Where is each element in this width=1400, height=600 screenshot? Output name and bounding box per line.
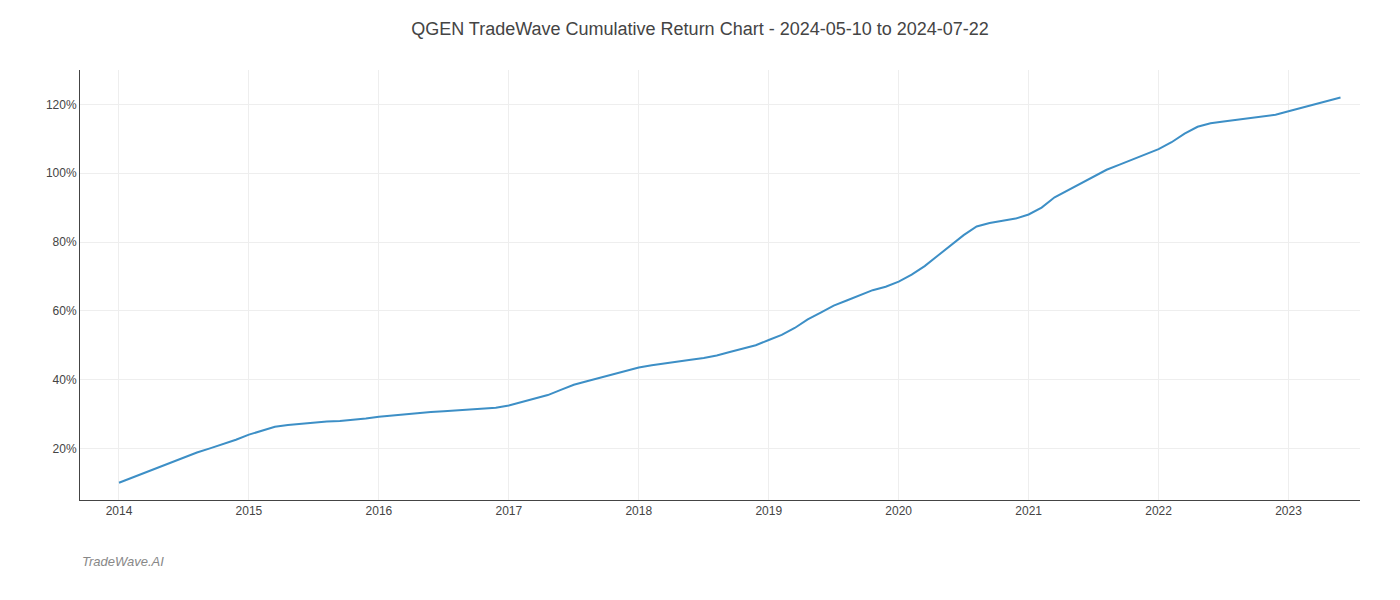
svg-text:100%: 100% [46, 166, 77, 180]
svg-text:20%: 20% [53, 442, 77, 456]
svg-text:40%: 40% [53, 373, 77, 387]
svg-text:2020: 2020 [885, 504, 912, 518]
svg-text:2017: 2017 [495, 504, 522, 518]
svg-text:2016: 2016 [366, 504, 393, 518]
svg-text:60%: 60% [53, 304, 77, 318]
svg-text:2015: 2015 [236, 504, 263, 518]
svg-text:2021: 2021 [1015, 504, 1042, 518]
svg-text:2023: 2023 [1275, 504, 1302, 518]
svg-text:QGEN TradeWave Cumulative Retu: QGEN TradeWave Cumulative Return Chart -… [411, 19, 989, 39]
svg-text:2022: 2022 [1145, 504, 1172, 518]
svg-text:2019: 2019 [755, 504, 782, 518]
svg-text:TradeWave.AI: TradeWave.AI [82, 554, 164, 569]
svg-text:2018: 2018 [625, 504, 652, 518]
svg-text:2014: 2014 [106, 504, 133, 518]
svg-text:80%: 80% [53, 235, 77, 249]
svg-text:120%: 120% [46, 98, 77, 112]
